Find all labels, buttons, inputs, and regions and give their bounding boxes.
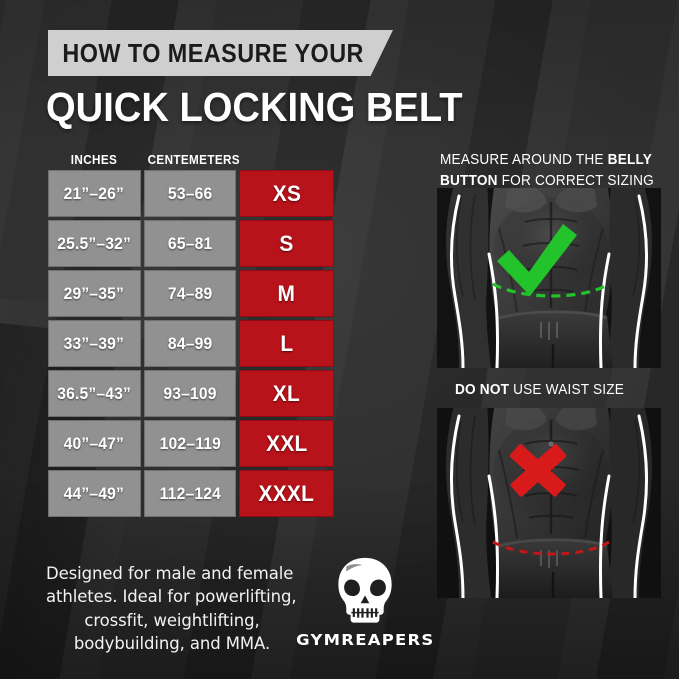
cell-centimeters: 102–119 bbox=[143, 420, 237, 467]
cell-inches: 40”–47” bbox=[48, 420, 141, 467]
instruction-correct-prefix: MEASURE AROUND THE bbox=[440, 152, 608, 168]
description-line-2: athletes. Ideal for powerlifting, bbox=[46, 587, 297, 607]
description-line-4: bodybuilding, and MMA. bbox=[73, 634, 271, 654]
column-header-centimeters: CENTEMETERS bbox=[147, 152, 240, 167]
check-mark-icon bbox=[497, 224, 577, 296]
table-row: 44”–49” 112–124 XXXL bbox=[48, 470, 334, 517]
eyebrow-banner: HOW TO MEASURE YOUR bbox=[48, 30, 421, 76]
description-line-1: Designed for male and female bbox=[46, 564, 294, 583]
product-description: Designed for male and female athletes. I… bbox=[46, 562, 298, 656]
size-table: 21”–26” 53–66 XS 25.5”–32” 65–81 S 29”–35” 74–8… bbox=[48, 170, 334, 520]
skull-icon bbox=[338, 557, 392, 623]
cell-inches: 36.5”–43” bbox=[48, 370, 141, 417]
cell-inches: 44”–49” bbox=[48, 470, 141, 517]
instruction-incorrect-caption: DO NOT USE WAIST SIZE bbox=[455, 380, 657, 401]
instruction-incorrect-emphasis: DO NOT bbox=[455, 382, 510, 398]
measuring-line-incorrect bbox=[492, 540, 610, 556]
table-row: 36.5”–43” 93–109 XL bbox=[48, 370, 334, 417]
table-row: 40”–47” 102–119 XXL bbox=[48, 420, 334, 467]
table-row: 29”–35” 74–89 M bbox=[48, 270, 334, 317]
torso-illustration-correct bbox=[437, 188, 661, 368]
cell-size: XL bbox=[239, 370, 334, 417]
instruction-correct-emphasis: BELLY BUTTON bbox=[440, 152, 652, 190]
cell-inches: 25.5”–32” bbox=[48, 220, 141, 267]
eyebrow-text: HOW TO MEASURE YOUR bbox=[62, 38, 364, 68]
cell-size: XXL bbox=[239, 420, 334, 467]
cell-size: M bbox=[239, 270, 334, 317]
cell-inches: 29”–35” bbox=[48, 270, 141, 317]
table-header-row: INCHES CENTEMETERS bbox=[48, 152, 333, 167]
cell-inches: 33”–39” bbox=[48, 320, 141, 367]
cell-centimeters: 65–81 bbox=[143, 220, 237, 267]
eyebrow-banner-shape bbox=[48, 30, 393, 76]
description-line-3: crossfit, weightlifting, bbox=[84, 610, 260, 630]
instruction-incorrect-suffix: USE WAIST SIZE bbox=[509, 382, 625, 398]
torso-figure-incorrect bbox=[437, 408, 661, 598]
page-title: QUICK LOCKING BELT bbox=[46, 84, 463, 130]
torso-figure-correct bbox=[437, 188, 661, 368]
brand-logo: GYMREAPERS bbox=[296, 555, 433, 649]
cell-centimeters: 112–124 bbox=[143, 470, 237, 517]
instruction-correct-caption: MEASURE AROUND THE BELLY BUTTON FOR CORR… bbox=[440, 150, 656, 192]
cell-size: XXXL bbox=[239, 470, 334, 517]
cell-centimeters: 84–99 bbox=[143, 320, 237, 367]
cell-size: L bbox=[239, 320, 334, 367]
table-row: 25.5”–32” 65–81 S bbox=[48, 220, 334, 267]
cell-centimeters: 74–89 bbox=[143, 270, 237, 317]
cell-centimeters: 53–66 bbox=[143, 170, 237, 217]
x-mark-icon bbox=[509, 444, 567, 497]
cell-size: S bbox=[239, 220, 334, 267]
torso-illustration-incorrect bbox=[437, 408, 661, 598]
table-row: 33”–39” 84–99 L bbox=[48, 320, 334, 367]
cell-inches: 21”–26” bbox=[48, 170, 141, 217]
brand-wordmark: GYMREAPERS bbox=[296, 631, 435, 649]
table-row: 21”–26” 53–66 XS bbox=[48, 170, 334, 217]
column-header-inches: INCHES bbox=[70, 152, 118, 167]
instruction-correct-suffix: FOR CORRECT SIZING bbox=[497, 173, 654, 190]
cell-size: XS bbox=[239, 170, 334, 217]
cell-centimeters: 93–109 bbox=[143, 370, 237, 417]
measuring-line-correct bbox=[492, 282, 610, 298]
